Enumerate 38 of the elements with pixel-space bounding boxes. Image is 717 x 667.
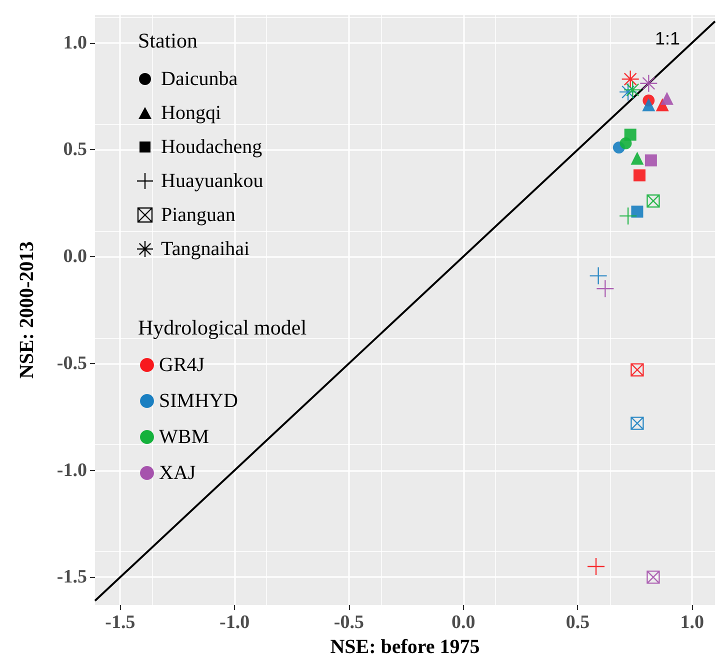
- annotation: Tangnaihai: [161, 238, 250, 260]
- x-axis-title: NSE: before 1975: [330, 636, 480, 658]
- text: Station: [138, 28, 198, 52]
- x-tick-label: 0.5: [566, 612, 590, 633]
- y-tick-label: -1.5: [56, 566, 87, 588]
- annotation: Houdacheng: [161, 136, 262, 158]
- text: Hydrological model: [138, 316, 307, 340]
- y-tick-label: -0.5: [56, 352, 87, 374]
- y-axis-title: NSE: 2000-2013: [16, 241, 38, 379]
- x-tick-label: 1.0: [680, 612, 704, 633]
- point: [644, 154, 657, 166]
- point: [630, 152, 644, 165]
- annotation: Hongqi: [161, 102, 221, 124]
- x-tick-label: -0.5: [334, 612, 364, 633]
- x-tick-label: -1.5: [105, 612, 136, 633]
- y-tick-label: -1.0: [56, 460, 87, 481]
- legend-label: XAJ: [159, 462, 196, 484]
- series-label: 1:1: [655, 28, 680, 48]
- y-tick-label: 1.0: [63, 32, 87, 54]
- x-tick-label: -1.0: [220, 612, 250, 633]
- annotation: Huayuankou: [161, 170, 264, 192]
- legend-label: GR4J: [159, 354, 205, 376]
- point: [630, 363, 644, 376]
- y-tick-label: 0.0: [63, 246, 87, 268]
- point: [631, 206, 644, 218]
- point: [646, 194, 660, 208]
- point: [634, 169, 646, 182]
- annotation: Daicunba: [161, 68, 238, 90]
- x-tick-label: 0.0: [451, 612, 476, 633]
- point: [630, 416, 644, 430]
- y-tick-label: 0.5: [63, 139, 87, 160]
- point: [660, 92, 674, 105]
- legend-label: SIMHYD: [159, 390, 238, 412]
- point: [642, 98, 656, 112]
- point: [646, 570, 660, 584]
- legend-label: WBM: [159, 426, 210, 448]
- annotation: Pianguan: [161, 204, 236, 226]
- point: [624, 128, 636, 141]
